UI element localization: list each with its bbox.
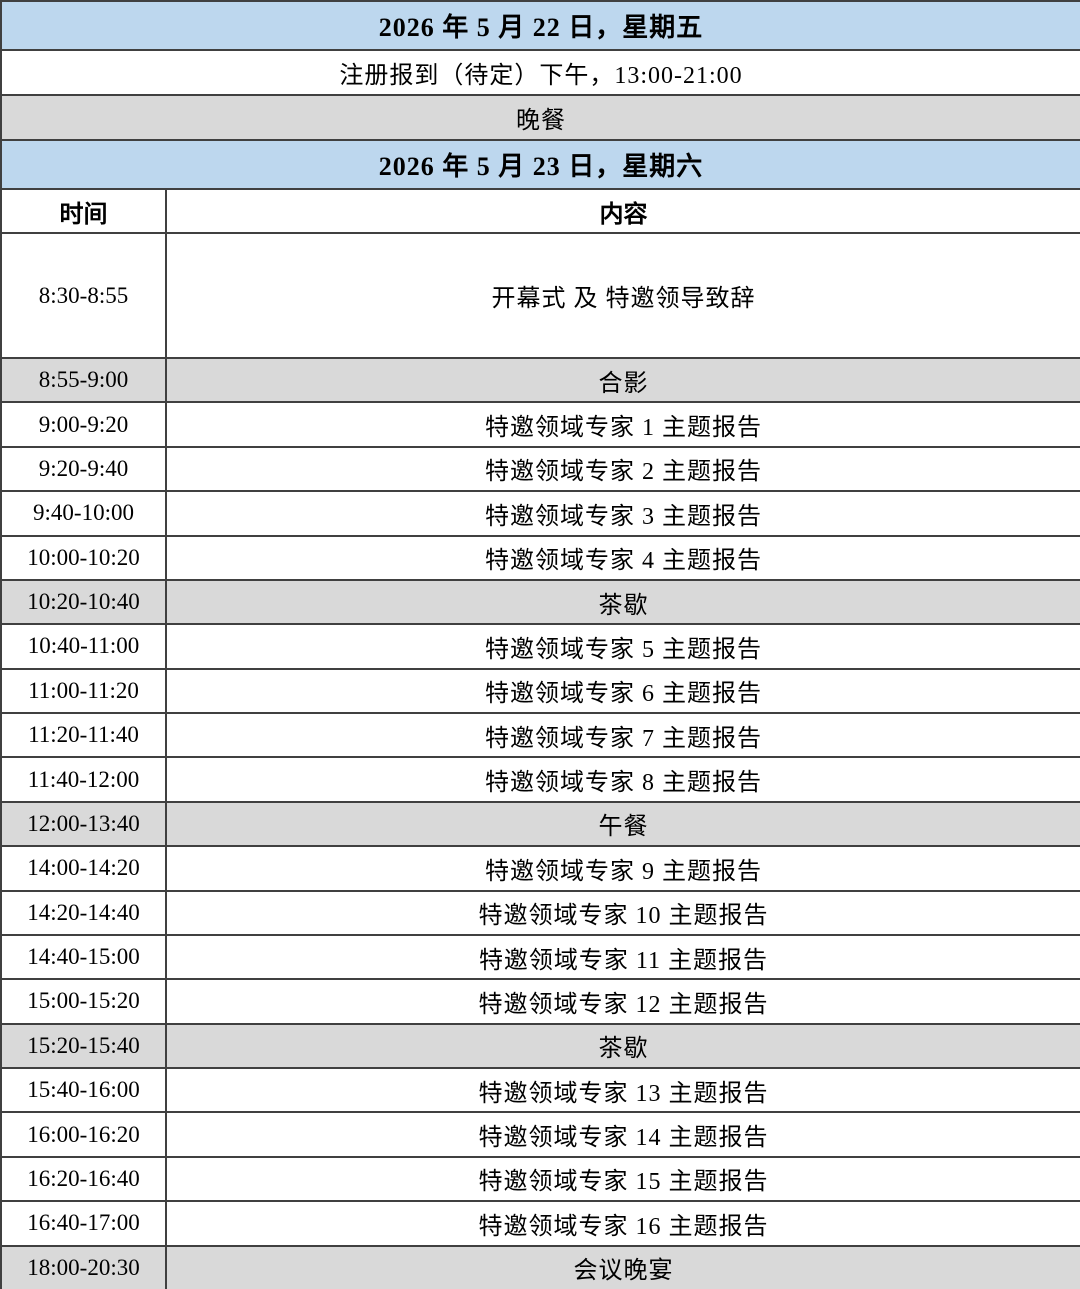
schedule-row-time: 9:40-10:00 <box>2 492 167 535</box>
schedule-row-time: 15:00-15:20 <box>2 980 167 1023</box>
schedule-row: 8:30-8:55 开幕式 及 特邀领导致辞 <box>2 234 1080 359</box>
schedule-row-time: 9:20-9:40 <box>2 447 167 491</box>
schedule-row-content: 茶歇 <box>598 1036 649 1063</box>
day1-date-header-row: 2026 年 5 月 22 日，星期五 <box>2 2 1080 51</box>
day2-column-header-row: 时间 内容 <box>2 190 1080 234</box>
schedule-row: 16:20-16:40 特邀领域专家 15 主题报告 <box>2 1157 1080 1203</box>
schedule-row-time: 14:00-14:20 <box>2 847 167 890</box>
schedule-row: 10:00-10:20 特邀领域专家 4 主题报告 <box>2 536 1080 581</box>
schedule-row-time: 9:00-9:20 <box>2 403 167 446</box>
schedule-row: 9:40-10:00 特邀领域专家 3 主题报告 <box>2 492 1080 537</box>
day2-date-text: 2026 年 5 月 23 日，星期六 <box>378 152 704 181</box>
schedule-row: 15:40-16:00 特邀领域专家 13 主题报告 <box>2 1069 1080 1114</box>
day1-registration-row: 注册报到（待定）下午，13:00-21:00 <box>2 51 1080 96</box>
schedule-row: 10:20-10:40 茶歇 <box>2 580 1080 626</box>
schedule-row: 11:40-12:00 特邀领域专家 8 主题报告 <box>2 758 1080 803</box>
schedule-row-content: 特邀领域专家 3 主题报告 <box>485 503 762 530</box>
schedule-row-content: 茶歇 <box>598 592 649 619</box>
content-column-header: 内容 <box>167 190 1080 232</box>
schedule-row-content: 特邀领域专家 5 主题报告 <box>485 636 762 663</box>
schedule-row: 18:00-20:30 会议晚宴 <box>2 1246 1080 1289</box>
schedule-row-content: 特邀领域专家 12 主题报告 <box>478 991 769 1018</box>
schedule-row-time: 18:00-20:30 <box>2 1246 167 1289</box>
schedule-row: 14:40-15:00 特邀领域专家 11 主题报告 <box>2 935 1080 981</box>
schedule-row-time: 16:00-16:20 <box>2 1113 167 1156</box>
day1-dinner-row: 晚餐 <box>2 96 1080 141</box>
schedule-row-time: 15:40-16:00 <box>2 1069 167 1112</box>
day2-date-header-row: 2026 年 5 月 23 日，星期六 <box>2 141 1080 190</box>
schedule-row-content: 特邀领域专家 15 主题报告 <box>478 1169 769 1196</box>
schedule-row-time: 10:40-11:00 <box>2 625 167 668</box>
schedule-row: 15:00-15:20 特邀领域专家 12 主题报告 <box>2 980 1080 1025</box>
schedule-row: 9:00-9:20 特邀领域专家 1 主题报告 <box>2 403 1080 448</box>
schedule-row: 11:00-11:20 特邀领域专家 6 主题报告 <box>2 669 1080 714</box>
schedule-row-content: 会议晚宴 <box>573 1258 674 1285</box>
schedule-row: 10:40-11:00 特邀领域专家 5 主题报告 <box>2 625 1080 670</box>
schedule-row-time: 10:20-10:40 <box>2 580 167 624</box>
day2-schedule-body: 8:30-8:55 开幕式 及 特邀领导致辞 8:55-9:00 合影 9:00… <box>2 234 1080 1289</box>
schedule-row-time: 11:20-11:40 <box>2 714 167 757</box>
schedule-row-content: 特邀领域专家 2 主题报告 <box>485 459 762 486</box>
dinner-text: 晚餐 <box>516 108 566 134</box>
schedule-row-time: 11:00-11:20 <box>2 669 167 712</box>
schedule-row: 8:55-9:00 合影 <box>2 359 1080 404</box>
schedule-row-content: 午餐 <box>598 814 649 841</box>
schedule-row-content: 特邀领域专家 9 主题报告 <box>485 858 762 885</box>
schedule-row-content: 合影 <box>598 370 649 397</box>
schedule-row-content: 开幕式 及 特邀领导致辞 <box>491 286 756 312</box>
schedule-row-time: 10:00-10:20 <box>2 536 167 579</box>
schedule-row: 14:20-14:40 特邀领域专家 10 主题报告 <box>2 891 1080 936</box>
schedule-row: 15:20-15:40 茶歇 <box>2 1024 1080 1069</box>
schedule-row-content: 特邀领域专家 10 主题报告 <box>478 903 769 930</box>
schedule-row-content: 特邀领域专家 16 主题报告 <box>478 1213 769 1240</box>
schedule-row-content: 特邀领域专家 14 主题报告 <box>478 1125 769 1152</box>
schedule-row-time: 15:20-15:40 <box>2 1024 167 1067</box>
schedule-row: 16:00-16:20 特邀领域专家 14 主题报告 <box>2 1113 1080 1158</box>
schedule-row-time: 11:40-12:00 <box>2 758 167 801</box>
schedule-row-time: 16:20-16:40 <box>2 1157 167 1201</box>
schedule-row: 9:20-9:40 特邀领域专家 2 主题报告 <box>2 447 1080 493</box>
schedule-row-content: 特邀领域专家 4 主题报告 <box>485 548 762 575</box>
schedule-row-time: 14:40-15:00 <box>2 935 167 979</box>
schedule-row: 12:00-13:40 午餐 <box>2 802 1080 848</box>
schedule-row-content: 特邀领域专家 11 主题报告 <box>478 947 769 974</box>
schedule-row-content: 特邀领域专家 6 主题报告 <box>485 681 762 708</box>
schedule-row-content: 特邀领域专家 7 主题报告 <box>485 725 762 752</box>
schedule-row: 16:40-17:00 特邀领域专家 16 主题报告 <box>2 1202 1080 1247</box>
day1-date-text: 2026 年 5 月 22 日，星期五 <box>378 13 704 42</box>
time-column-header: 时间 <box>2 190 167 232</box>
time-column-header-label: 时间 <box>59 200 108 228</box>
schedule-row-time: 12:00-13:40 <box>2 802 167 846</box>
schedule-row-content: 特邀领域专家 1 主题报告 <box>485 415 762 442</box>
schedule-row-time: 8:30-8:55 <box>2 234 167 357</box>
schedule-row-time: 16:40-17:00 <box>2 1202 167 1245</box>
content-column-header-label: 内容 <box>599 200 648 228</box>
registration-text: 注册报到（待定）下午，13:00-21:00 <box>339 63 743 89</box>
schedule-row-content: 特邀领域专家 13 主题报告 <box>478 1080 769 1107</box>
schedule-row-content: 特邀领域专家 8 主题报告 <box>485 770 762 797</box>
schedule-row: 14:00-14:20 特邀领域专家 9 主题报告 <box>2 847 1080 892</box>
schedule-row: 11:20-11:40 特邀领域专家 7 主题报告 <box>2 714 1080 759</box>
schedule-row-time: 8:55-9:00 <box>2 359 167 402</box>
schedule-row-time: 14:20-14:40 <box>2 891 167 934</box>
